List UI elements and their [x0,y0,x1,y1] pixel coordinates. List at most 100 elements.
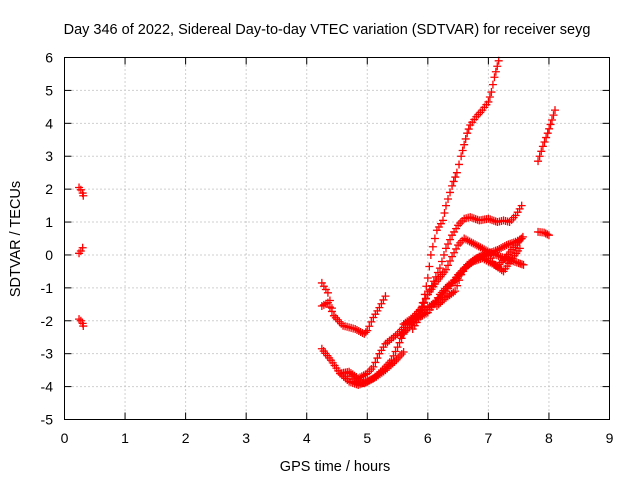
data-track [317,298,338,320]
data-point [418,311,427,320]
data-point [333,315,342,324]
data-point [495,245,504,254]
data-point [538,142,547,151]
x-tick-label: 1 [121,430,129,446]
data-points [75,56,559,389]
data-point [412,309,421,318]
data-point [446,188,455,197]
data-point [331,313,340,322]
data-point [542,133,551,142]
x-tick-label: 3 [242,430,250,446]
data-point [478,244,487,253]
data-point [455,276,464,285]
data-point [376,367,385,376]
x-tick-label: 0 [61,430,69,446]
data-point [461,235,470,244]
x-tick-label: 2 [182,430,190,446]
data-point [457,152,466,161]
data-track [534,106,559,166]
data-point [515,244,524,253]
data-point [354,326,363,335]
data-point [397,350,406,359]
data-point [79,322,88,331]
data-point [379,295,388,304]
data-point [518,232,527,241]
x-tick-label: 5 [363,430,371,446]
data-point [365,322,374,331]
data-point [391,347,400,356]
data-point [486,215,495,224]
x-tick-label: 6 [424,430,432,446]
data-point [480,245,489,254]
chart-title: Day 346 of 2022, Sidereal Day-to-day VTE… [64,22,591,38]
y-tick-label: 0 [45,247,53,263]
data-point [485,92,494,101]
data-point [448,252,457,261]
y-tick-label: 3 [45,148,53,164]
data-point [448,181,457,190]
y-tick-label: 1 [45,214,53,230]
plot-frame [64,57,610,420]
data-point [543,230,552,239]
data-point [490,73,499,82]
data-point [468,213,477,222]
data-track [399,201,526,329]
data-point [437,288,446,297]
data-point [484,97,493,106]
data-point [327,307,336,316]
data-point [496,252,505,261]
data-point [383,360,392,369]
data-point [471,240,480,249]
data-point [453,281,462,290]
y-tick-label: 6 [45,50,53,66]
data-point [488,216,497,225]
data-point [425,262,434,271]
data-point [437,257,446,266]
data-point [460,234,469,243]
data-point [362,378,371,387]
data-point [444,239,453,248]
y-axis-label: SDTVAR / TECUs [8,181,24,297]
data-point [378,366,387,375]
data-point [497,266,506,275]
data-point [537,147,546,156]
data-point [464,125,473,134]
data-point [381,292,390,301]
data-point [466,213,475,222]
data-point [358,328,367,337]
data-point [435,290,444,299]
data-point [78,243,87,252]
data-point [440,208,449,217]
data-point [449,177,458,186]
data-point [373,354,382,363]
data-point [458,146,467,155]
data-track [432,244,524,310]
data-point [469,239,478,248]
data-point [545,124,554,133]
data-point [363,377,372,386]
data-point [517,201,526,210]
data-point [487,88,496,97]
data-point [463,129,472,138]
data-point [442,265,450,274]
data-point [410,311,419,320]
data-point [476,243,485,252]
y-tick-label: -3 [41,346,54,362]
data-point [75,315,84,324]
data-point [493,62,502,71]
data-point [422,309,431,318]
data-point [335,317,344,326]
data-point [394,353,403,362]
data-point [387,356,396,365]
data-point [352,325,361,334]
y-tick-label: 2 [45,181,53,197]
data-point [534,157,543,166]
data-point [446,235,455,244]
data-point [498,243,507,252]
data-point [323,298,332,307]
data-point [450,248,459,257]
data-point [433,268,442,277]
data-point [500,242,509,251]
data-point [425,286,434,295]
